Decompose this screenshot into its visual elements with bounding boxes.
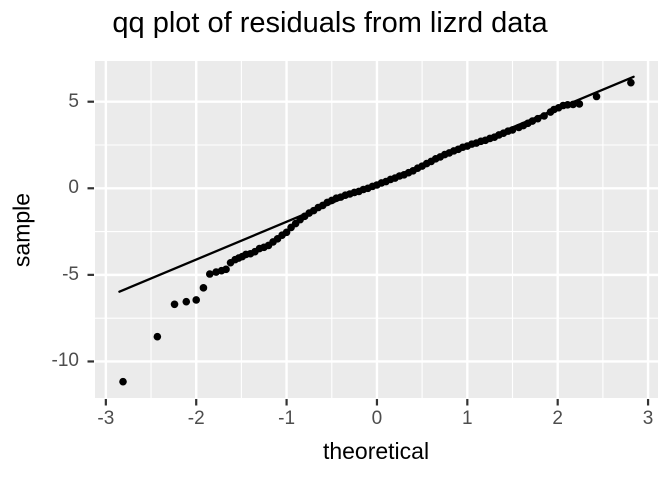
data-point: [222, 265, 230, 274]
y-tick-label: -10: [51, 350, 79, 372]
qq-reference-line: [118, 75, 635, 293]
data-point: [592, 92, 601, 101]
data-point: [199, 284, 208, 292]
data-point: [205, 270, 214, 278]
x-tick-label: 3: [642, 408, 654, 429]
x-axis-title: theoretical: [322, 438, 430, 464]
y-tick-label: 5: [68, 90, 79, 112]
plot-title: qq plot of residuals from lizrd data: [112, 7, 548, 39]
data-point: [192, 296, 201, 304]
x-tick-label: -3: [97, 408, 115, 429]
x-tick-label: 0: [371, 408, 383, 429]
x-tick-label: 2: [552, 408, 563, 429]
y-axis-title: sample: [8, 192, 35, 268]
data-point: [119, 377, 127, 386]
data-point: [153, 332, 162, 341]
data-point: [170, 300, 179, 309]
x-tick-label: -2: [187, 408, 205, 429]
x-tick-label: -1: [278, 408, 296, 429]
data-point: [282, 228, 291, 237]
y-tick-label: -5: [62, 263, 79, 285]
y-tick-label: 0: [68, 177, 79, 199]
x-tick-label: 1: [462, 408, 473, 429]
data-point: [627, 78, 635, 87]
data-point: [182, 297, 191, 306]
data-point: [575, 100, 584, 108]
